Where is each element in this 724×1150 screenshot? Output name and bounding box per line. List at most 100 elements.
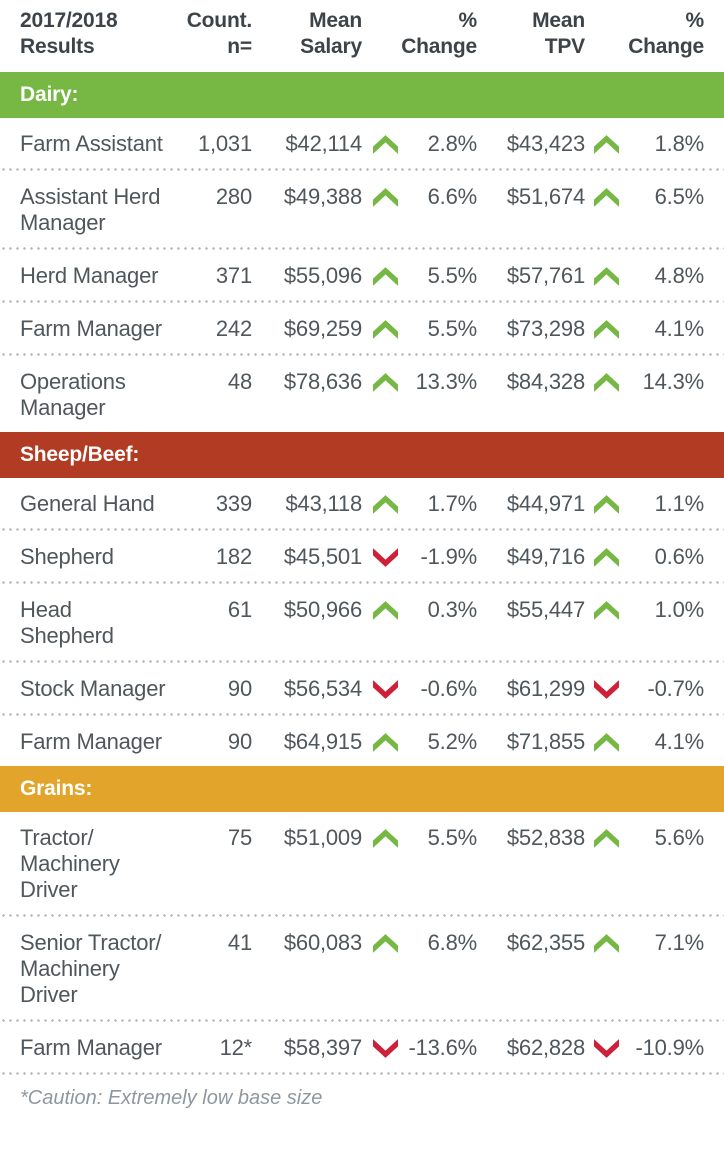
salary-cell: $50,966 <box>283 597 362 622</box>
table-row: Tractor/ Machinery Driver 75 $51,009 5.5… <box>0 812 724 914</box>
trend-up-icon <box>362 729 408 752</box>
dotted-row-separator <box>0 660 724 663</box>
salary-change-cell: 1.7% <box>427 491 478 516</box>
trend-up-icon <box>585 930 628 953</box>
dotted-row-separator <box>0 713 724 716</box>
salary-change-cell: 0.3% <box>427 597 478 622</box>
trend-up-icon <box>585 316 628 339</box>
trend-down-icon <box>585 1035 628 1058</box>
table-header-row: 2017/2018 Results Count. n= Mean Salary … <box>0 0 724 60</box>
role-cell: Head Shepherd <box>20 597 114 648</box>
role-cell: Operations Manager <box>20 369 126 420</box>
role-cell: Assistant Herd Manager <box>20 184 161 235</box>
salary-cell: $56,534 <box>283 676 362 701</box>
table-row: Head Shepherd 61 $50,966 0.3% $55,447 1.… <box>0 584 724 660</box>
dotted-row-separator <box>0 1072 724 1075</box>
tpv-change-cell: 5.6% <box>654 825 705 850</box>
trend-up-icon <box>585 131 628 154</box>
dotted-row-separator <box>0 528 724 531</box>
table-row: Shepherd 182 $45,501 -1.9% $49,716 0.6% <box>0 531 724 581</box>
tpv-change-cell: -10.9% <box>635 1035 704 1060</box>
role-cell: Farm Manager <box>20 316 162 341</box>
trend-up-icon <box>585 184 628 207</box>
salary-cell: $69,259 <box>283 316 362 341</box>
tpv-change-cell: 7.1% <box>654 930 705 955</box>
trend-up-icon <box>362 263 408 286</box>
count-cell: 1,031 <box>197 131 252 156</box>
tpv-change-cell: -0.7% <box>647 676 705 701</box>
count-cell: 75 <box>227 825 252 850</box>
salary-change-cell: 6.8% <box>427 930 478 955</box>
trend-up-icon <box>585 263 628 286</box>
trend-up-icon <box>362 930 408 953</box>
trend-up-icon <box>362 316 408 339</box>
dotted-row-separator <box>0 581 724 584</box>
count-cell: 41 <box>227 930 252 955</box>
role-cell: Herd Manager <box>20 263 159 288</box>
count-cell: 90 <box>227 729 252 754</box>
header-mean-tpv: Mean TPV <box>532 9 585 58</box>
table-row: Farm Assistant 1,031 $42,114 2.8% $43,42… <box>0 118 724 168</box>
role-cell: General Hand <box>20 491 155 516</box>
salary-change-cell: -13.6% <box>408 1035 477 1060</box>
salary-change-cell: 6.6% <box>427 184 478 209</box>
trend-up-icon <box>362 825 408 848</box>
count-cell: 280 <box>215 184 252 209</box>
table-row: Senior Tractor/ Machinery Driver 41 $60,… <box>0 917 724 1019</box>
role-cell: Stock Manager <box>20 676 166 701</box>
count-cell: 339 <box>215 491 252 516</box>
table-row: Farm Manager 12* $58,397 -13.6% $62,828 … <box>0 1022 724 1072</box>
table-row: Herd Manager 371 $55,096 5.5% $57,761 4.… <box>0 250 724 300</box>
role-cell: Farm Manager <box>20 1035 162 1060</box>
role-cell: Farm Assistant <box>20 131 163 156</box>
count-cell: 182 <box>215 544 252 569</box>
count-cell: 48 <box>227 369 252 394</box>
salary-change-cell: -0.6% <box>420 676 478 701</box>
tpv-cell: $71,855 <box>506 729 585 754</box>
salary-cell: $51,009 <box>283 825 362 850</box>
salary-change-cell: 5.5% <box>427 316 478 341</box>
role-cell: Senior Tractor/ Machinery Driver <box>20 930 162 1007</box>
salary-cell: $45,501 <box>283 544 362 569</box>
table-row: Stock Manager 90 $56,534 -0.6% $61,299 -… <box>0 663 724 713</box>
role-cell: Shepherd <box>20 544 114 569</box>
trend-up-icon <box>362 369 408 392</box>
trend-down-icon <box>362 676 408 699</box>
salary-change-cell: 5.5% <box>427 263 478 288</box>
dotted-row-separator <box>0 300 724 303</box>
salary-change-cell: -1.9% <box>420 544 478 569</box>
trend-up-icon <box>585 597 628 620</box>
tpv-cell: $57,761 <box>506 263 585 288</box>
dotted-row-separator <box>0 1019 724 1022</box>
salary-change-cell: 5.2% <box>427 729 478 754</box>
tpv-cell: $52,838 <box>506 825 585 850</box>
tpv-cell: $51,674 <box>506 184 585 209</box>
tpv-change-cell: 4.8% <box>654 263 705 288</box>
section-label: Dairy: <box>20 83 79 106</box>
salary-cell: $55,096 <box>283 263 362 288</box>
salary-cell: $49,388 <box>283 184 362 209</box>
header-mean-salary: Mean Salary <box>300 9 362 58</box>
tpv-cell: $55,447 <box>506 597 585 622</box>
tpv-cell: $84,328 <box>506 369 585 394</box>
header-tpv-pct-change: % Change <box>628 9 704 58</box>
tpv-change-cell: 1.0% <box>654 597 705 622</box>
trend-up-icon <box>362 491 408 514</box>
trend-up-icon <box>585 491 628 514</box>
tpv-cell: $43,423 <box>506 131 585 156</box>
header-salary-pct-change: % Change <box>401 9 477 58</box>
salary-cell: $42,114 <box>285 131 363 156</box>
salary-cell: $58,397 <box>283 1035 362 1060</box>
caution-footnote: *Caution: Extremely low base size <box>20 1087 323 1109</box>
role-cell: Farm Manager <box>20 729 162 754</box>
tpv-cell: $73,298 <box>506 316 585 341</box>
tpv-cell: $49,716 <box>506 544 585 569</box>
table-row: Farm Manager 242 $69,259 5.5% $73,298 4.… <box>0 303 724 353</box>
trend-up-icon <box>585 729 628 752</box>
dotted-row-separator <box>0 353 724 356</box>
salary-cell: $78,636 <box>283 369 362 394</box>
tpv-change-cell: 4.1% <box>654 729 705 754</box>
header-count: Count. n= <box>186 9 252 58</box>
trend-down-icon <box>362 544 408 567</box>
